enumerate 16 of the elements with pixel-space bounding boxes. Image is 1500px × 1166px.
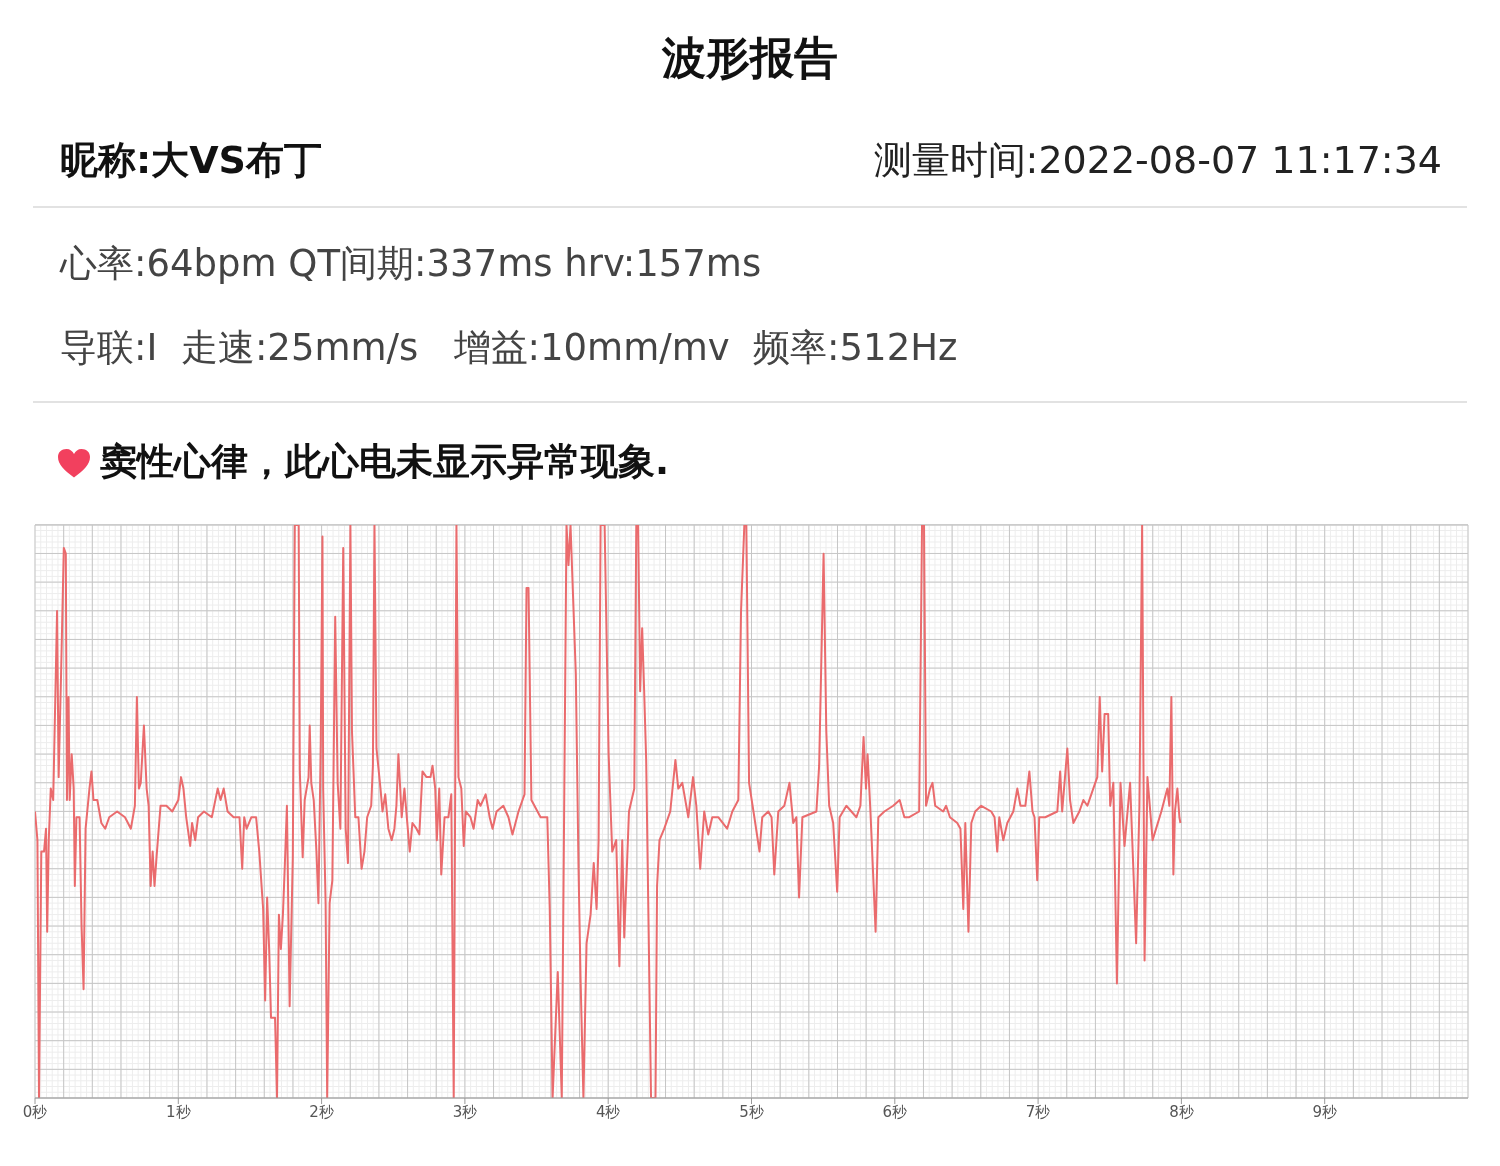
- text: 心率:64bpm QT间期:337ms hrv:157ms: [60, 242, 762, 287]
- text: 昵称:大VS布丁: [60, 138, 322, 184]
- x-tick-label: 2秒: [309, 1102, 334, 1121]
- text: 导联:I 走速:25mm/s 增益:10mm/mv 频率:512Hz: [60, 326, 958, 371]
- x-tick-label: 0秒: [22, 1102, 48, 1121]
- x-tick-label: 5秒: [739, 1102, 764, 1121]
- x-tick-label: 8秒: [1169, 1102, 1194, 1121]
- x-tick-label: 6秒: [882, 1102, 908, 1121]
- x-tick-label: 7秒: [1025, 1102, 1051, 1121]
- text: 测量时间:2022-08-07 11:17:34: [873, 138, 1442, 184]
- chart-title: 波形报告: [661, 32, 839, 85]
- text: 窦性心律，此心电未显示异常现象.: [100, 440, 670, 485]
- x-tick-label: 1秒: [166, 1102, 191, 1121]
- x-tick-label: 9秒: [1312, 1102, 1337, 1121]
- x-tick-label: 4秒: [595, 1102, 621, 1121]
- x-tick-label: 3秒: [452, 1102, 478, 1121]
